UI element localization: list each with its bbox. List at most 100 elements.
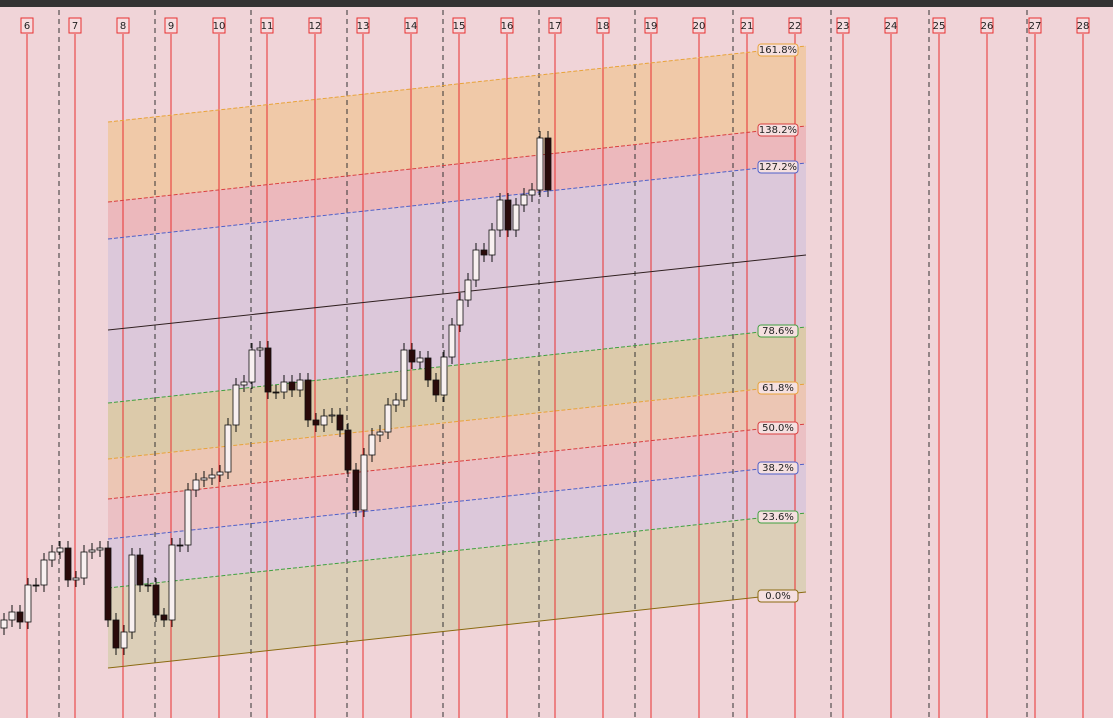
day-label: 6 — [24, 21, 30, 32]
fib-band — [108, 327, 806, 459]
fib-label: 50.0% — [762, 423, 794, 434]
day-label-box — [308, 17, 322, 34]
candle-body — [384, 404, 392, 433]
day-label-box — [452, 17, 466, 34]
candle-body — [24, 584, 32, 623]
fib-label: 138.2% — [759, 125, 797, 136]
day-label: 17 — [549, 21, 562, 32]
fib-band — [108, 46, 806, 202]
fib-band — [108, 384, 806, 499]
day-label-box — [1028, 17, 1042, 34]
candle-body — [336, 414, 344, 431]
candle-body — [448, 324, 456, 358]
candle-body — [8, 611, 16, 621]
candle-body — [488, 229, 496, 256]
day-label: 22 — [789, 21, 802, 32]
candle-body — [416, 357, 424, 363]
fib-label-box — [757, 589, 799, 603]
candle-body — [0, 619, 8, 629]
candle-body — [304, 379, 312, 421]
candle-body — [432, 379, 440, 396]
fib-line — [107, 162, 807, 240]
day-label-box — [692, 17, 706, 34]
candle-body — [400, 349, 408, 401]
fib-line — [107, 591, 807, 669]
candle-body — [496, 199, 504, 231]
candle-body — [104, 547, 112, 621]
candle-body — [544, 137, 552, 191]
day-label: 7 — [72, 21, 78, 32]
day-label: 25 — [933, 21, 946, 32]
candle-body — [368, 434, 376, 456]
fib-band — [108, 126, 806, 239]
day-label: 23 — [837, 21, 850, 32]
day-label-box — [356, 17, 370, 34]
day-label: 16 — [501, 21, 514, 32]
candle-body — [352, 469, 360, 511]
fib-line — [107, 45, 807, 123]
candle-body — [288, 381, 296, 391]
fib-label: 23.6% — [762, 512, 794, 523]
fib-label-box — [757, 324, 799, 338]
day-label-box — [740, 17, 754, 34]
candle-body — [360, 454, 368, 511]
candle-body — [408, 349, 416, 363]
day-label: 26 — [981, 21, 994, 32]
day-label-box — [596, 17, 610, 34]
fib-band — [108, 464, 806, 588]
fib-label: 127.2% — [759, 162, 797, 173]
candle-body — [184, 489, 192, 546]
candle-body — [312, 419, 320, 426]
candle-body — [208, 474, 216, 479]
candle-body — [320, 415, 328, 426]
fib-line — [107, 326, 807, 404]
fib-band — [108, 163, 806, 403]
day-label-box — [932, 17, 946, 34]
candle-body — [40, 559, 48, 586]
candle-body — [296, 379, 304, 391]
candle-body — [88, 549, 96, 553]
candle-body — [256, 347, 264, 351]
fib-label-box — [757, 160, 799, 174]
day-label: 9 — [168, 21, 174, 32]
candle-body — [456, 299, 464, 326]
candle-body — [80, 551, 88, 579]
day-label-box — [260, 17, 274, 34]
fib-band — [108, 513, 806, 668]
day-label-box — [404, 17, 418, 34]
fib-line — [107, 125, 807, 203]
day-label: 15 — [453, 21, 466, 32]
candle-body — [232, 384, 240, 426]
candle-body — [216, 471, 224, 476]
candle-body — [200, 477, 208, 481]
candle-body — [160, 614, 168, 621]
day-label-box — [212, 17, 226, 34]
day-label: 27 — [1029, 21, 1042, 32]
candle-body — [464, 279, 472, 301]
candle-body — [264, 347, 272, 393]
day-label: 14 — [405, 21, 418, 32]
fib-label: 78.6% — [762, 326, 794, 337]
candle-body — [536, 137, 544, 191]
candle-body — [16, 611, 24, 623]
day-label: 8 — [120, 21, 126, 32]
candle-body — [504, 199, 512, 231]
fib-label-box — [757, 123, 799, 137]
day-label-box — [836, 17, 850, 34]
candle-body — [72, 577, 80, 581]
day-label-box — [548, 17, 562, 34]
candle-body — [96, 547, 104, 551]
candle-body — [128, 554, 136, 633]
fib-label-box — [757, 381, 799, 395]
day-label: 18 — [597, 21, 610, 32]
fib-label-box — [757, 510, 799, 524]
day-label-box — [500, 17, 514, 34]
candle-body — [32, 584, 40, 587]
candle-body — [112, 619, 120, 649]
candle-body — [248, 349, 256, 383]
fib-label: 161.8% — [759, 45, 797, 56]
day-label: 20 — [693, 21, 706, 32]
candle-body — [424, 357, 432, 381]
candle-body — [520, 194, 528, 206]
